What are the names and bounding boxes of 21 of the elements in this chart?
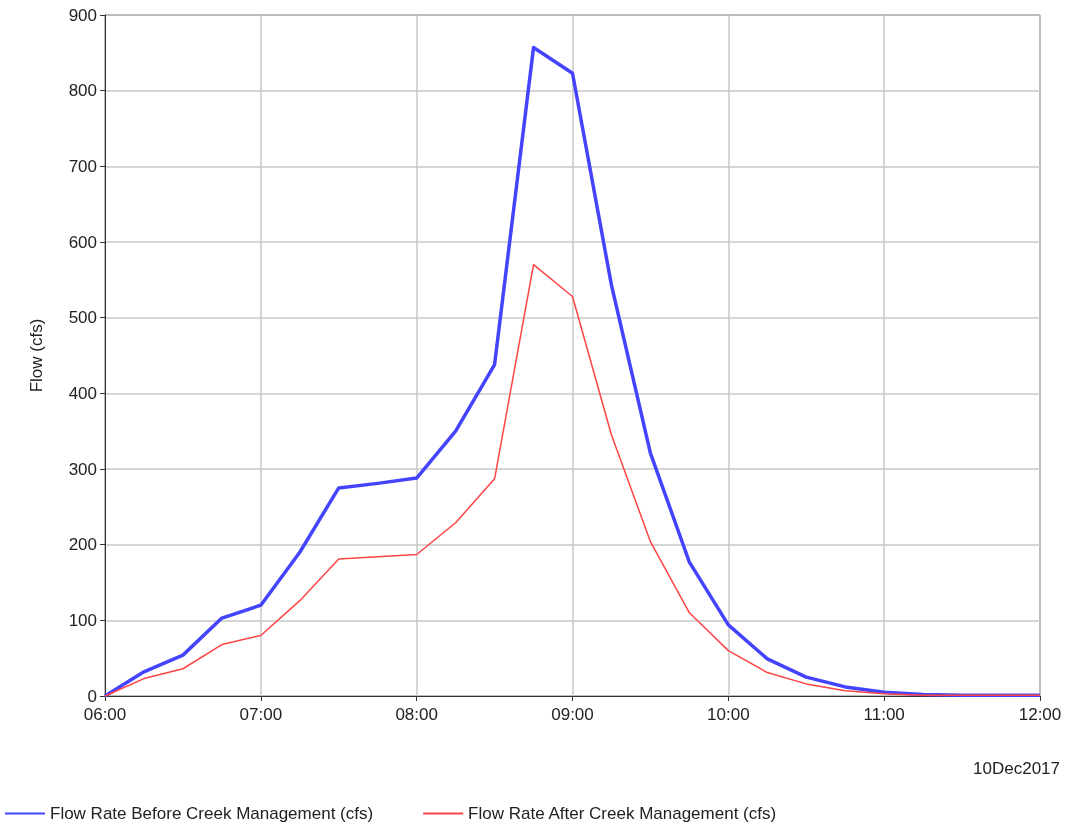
text: 10Dec2017 [973,759,1061,778]
y-tick-label: 200 [68,535,97,555]
y-tick-label: 0 [87,686,97,706]
y-tick-label: 300 [68,459,97,479]
y-tick-label: 500 [68,308,97,328]
y-tick-label: 100 [68,610,97,630]
x-tick-label: 07:00 [239,705,283,724]
y-tick-label: 400 [68,383,97,403]
y-tick-label: 900 [68,5,97,25]
x-tick-label: 12:00 [1018,705,1062,724]
x-tick-label: 10:00 [707,705,750,724]
y-tick-label: 800 [68,81,97,101]
y-tick-label: 600 [68,232,97,252]
y-axis-title: Flow (cfs) [27,318,46,393]
y-tick-label: 700 [68,156,97,176]
x-tick-label: 06:00 [83,705,127,724]
legend-label: Flow Rate Before Creek Management (cfs) [50,804,374,823]
x-tick-label: 11:00 [863,705,905,724]
x-tick-label: 08:00 [395,705,438,724]
legend-label: Flow Rate After Creek Management (cfs) [468,804,777,823]
x-tick-label: 09:00 [551,705,594,724]
